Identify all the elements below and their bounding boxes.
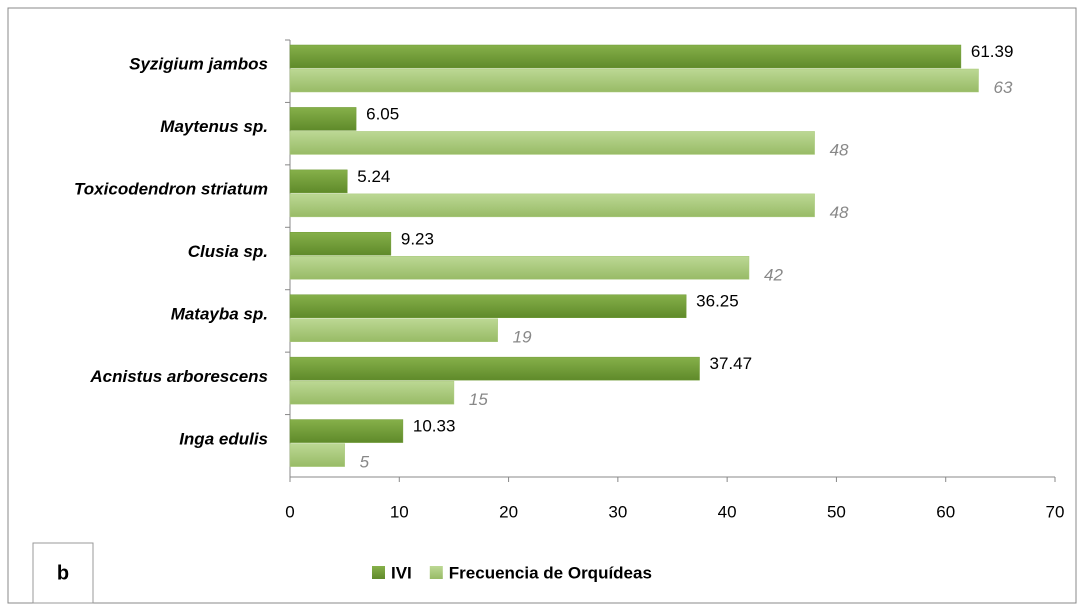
panel-label: b xyxy=(57,562,69,584)
bar xyxy=(289,294,687,318)
y-tick-label: Clusia sp. xyxy=(188,242,268,261)
y-tick-label: Inga edulis xyxy=(179,429,268,448)
bar xyxy=(289,169,348,194)
value-label: 6.05 xyxy=(366,104,399,123)
x-tick-label: 30 xyxy=(608,502,627,521)
bar xyxy=(289,356,700,381)
bar xyxy=(289,193,815,218)
legend-swatch xyxy=(372,566,385,579)
value-label: 10.33 xyxy=(413,417,456,436)
value-label: 5 xyxy=(360,453,370,472)
value-label: 9.23 xyxy=(401,229,434,248)
bar xyxy=(289,68,979,93)
value-label: 42 xyxy=(764,265,783,284)
x-tick-label: 70 xyxy=(1046,502,1065,521)
value-label: 48 xyxy=(830,203,849,222)
y-tick-label: Matayba sp. xyxy=(171,304,268,323)
x-tick-label: 0 xyxy=(285,502,294,521)
bar xyxy=(289,443,345,467)
value-label: 15 xyxy=(469,390,488,409)
chart-border xyxy=(7,7,1077,604)
value-label: 37.47 xyxy=(709,354,752,373)
bar xyxy=(289,256,750,280)
x-tick-label: 20 xyxy=(499,502,518,521)
y-tick-label: Acnistus arborescens xyxy=(89,367,268,386)
value-label: 36.25 xyxy=(696,292,739,311)
bar xyxy=(289,131,815,155)
value-label: 61.39 xyxy=(971,42,1014,61)
bar xyxy=(289,380,455,405)
value-label: 48 xyxy=(830,140,849,159)
bar xyxy=(289,419,404,443)
value-label: 63 xyxy=(994,78,1013,97)
panel-box xyxy=(32,542,94,604)
value-label: 5.24 xyxy=(357,167,390,186)
x-tick-label: 10 xyxy=(390,502,409,521)
bar xyxy=(289,318,498,342)
y-tick-label: Syzigium jambos xyxy=(129,55,268,74)
y-tick-label: Maytenus sp. xyxy=(160,117,268,136)
bar xyxy=(289,44,962,69)
value-label: 19 xyxy=(513,328,532,347)
legend-label: IVI xyxy=(391,563,412,582)
y-tick-label: Toxicodendron striatum xyxy=(74,180,268,199)
legend-label: Frecuencia de Orquídeas xyxy=(449,563,652,582)
x-tick-label: 40 xyxy=(718,502,737,521)
x-tick-label: 50 xyxy=(827,502,846,521)
x-tick-label: 60 xyxy=(936,502,955,521)
bar xyxy=(289,107,357,131)
bar xyxy=(289,232,392,256)
legend-swatch xyxy=(429,566,443,579)
